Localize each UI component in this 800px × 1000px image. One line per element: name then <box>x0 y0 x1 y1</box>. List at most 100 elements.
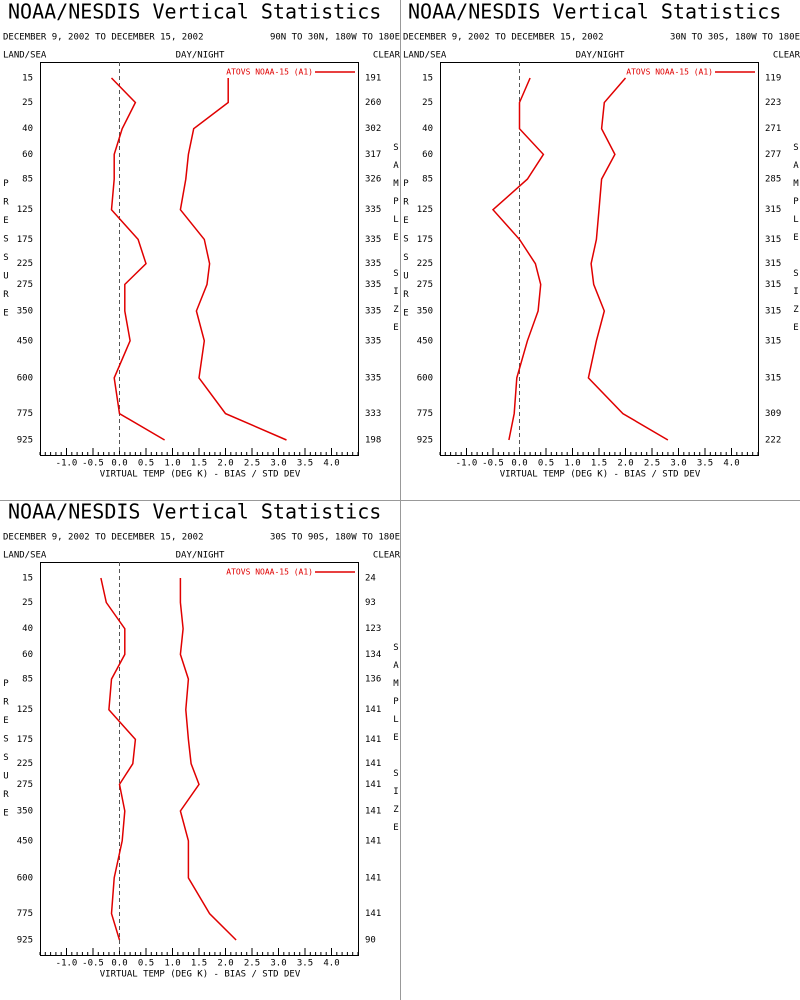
y-tick-label: 60 <box>22 150 33 160</box>
y-tick-label: 175 <box>17 235 33 245</box>
profile-line <box>110 77 165 441</box>
x-tick-label: -0.5 <box>82 459 104 469</box>
y-tick-label: 775 <box>17 409 33 419</box>
x-tick-label: 4.0 <box>723 459 739 469</box>
x-tick-label: -1.0 <box>56 959 78 969</box>
x-tick-label: 0.0 <box>111 959 127 969</box>
sample-size-label: 136 <box>365 675 381 685</box>
center-header: DAY/NIGHT <box>576 51 625 61</box>
sample-size-label: 335 <box>365 235 381 245</box>
x-tick-label: 3.0 <box>270 459 286 469</box>
y-tick-label: 775 <box>17 909 33 919</box>
y-tick-label: 450 <box>17 836 33 846</box>
sample-size-label: 302 <box>365 124 381 134</box>
sample-size-label: 141 <box>365 836 381 846</box>
panel-title: NOAA/NESDIS Vertical Statistics <box>408 0 781 24</box>
sample-size-label: 198 <box>365 436 381 446</box>
x-tick-label: 3.0 <box>270 959 286 969</box>
y-tick-label: 225 <box>17 759 33 769</box>
subtitle: DECEMBER 9, 2002 TO DECEMBER 15, 2002 <box>3 33 203 43</box>
right-header: CLEAR <box>773 51 800 61</box>
x-tick-label: 1.0 <box>164 959 180 969</box>
x-tick-label: 0.5 <box>138 459 154 469</box>
sample-size-label: 141 <box>365 873 381 883</box>
y-tick-label: 350 <box>417 306 433 316</box>
x-tick-label: 1.5 <box>591 459 607 469</box>
right-header: CLEAR <box>373 551 401 561</box>
sample-size-label: 315 <box>765 373 781 383</box>
x-tick-label: 0.0 <box>511 459 527 469</box>
plot-frame <box>440 62 759 456</box>
x-axis-label: VIRTUAL TEMP (DEG K) - BIAS / STD DEV <box>100 970 301 980</box>
y-tick-label: 275 <box>417 280 433 290</box>
x-tick-label: 2.5 <box>244 959 260 969</box>
y-tick-label: 15 <box>22 574 33 584</box>
panel-title: NOAA/NESDIS Vertical Statistics <box>8 0 381 24</box>
y-tick-label: 275 <box>17 780 33 790</box>
sample-size-label: 123 <box>365 624 381 634</box>
panel: NOAA/NESDIS Vertical Statistics DECEMBER … <box>3 500 401 980</box>
sample-size-label: 315 <box>765 336 781 346</box>
sample-size-label: 191 <box>365 74 381 84</box>
panel: NOAA/NESDIS Vertical Statistics DECEMBER … <box>3 0 401 480</box>
sample-size-label: 335 <box>365 205 381 215</box>
sample-size-label: 315 <box>765 259 781 269</box>
x-tick-label: 0.0 <box>111 459 127 469</box>
sample-size-label: 315 <box>765 280 781 290</box>
y-tick-label: 40 <box>422 124 433 134</box>
profile-line <box>100 577 137 941</box>
y-tick-label: 25 <box>22 598 33 608</box>
y-tick-label: 60 <box>422 150 433 160</box>
sample-size-label: 335 <box>365 373 381 383</box>
sample-size-label: 315 <box>765 235 781 245</box>
sample-size-label: 317 <box>365 150 381 160</box>
sample-size-label: 141 <box>365 780 381 790</box>
sample-size-label: 119 <box>765 74 781 84</box>
y-tick-label: 600 <box>17 873 33 883</box>
sample-size-label: 271 <box>765 124 781 134</box>
profile-line <box>179 78 287 441</box>
sample-size-label: 90 <box>365 936 376 946</box>
x-axis-label: VIRTUAL TEMP (DEG K) - BIAS / STD DEV <box>500 470 701 480</box>
y-tick-label: 925 <box>417 436 433 446</box>
sample-size-label: 326 <box>365 175 381 185</box>
x-tick-label: 1.0 <box>164 459 180 469</box>
y-tick-label: 85 <box>22 675 33 685</box>
x-tick-label: -0.5 <box>82 959 104 969</box>
y-tick-label: 925 <box>17 936 33 946</box>
x-tick-label: 2.0 <box>217 959 233 969</box>
panel-title: NOAA/NESDIS Vertical Statistics <box>8 500 381 524</box>
y-tick-label: 125 <box>17 705 33 715</box>
sample-size-label: 335 <box>365 336 381 346</box>
profile-line <box>587 77 669 441</box>
left-header: LAND/SEA <box>3 551 47 561</box>
y-tick-label: 40 <box>22 624 33 634</box>
x-tick-label: 3.5 <box>297 459 313 469</box>
left-header: LAND/SEA <box>3 51 47 61</box>
x-tick-label: 2.0 <box>617 459 633 469</box>
y-tick-label: 60 <box>22 650 33 660</box>
profile-line <box>179 578 237 941</box>
plot-frame <box>40 62 359 456</box>
legend-label: ATOVS NOAA-15 (A1) <box>226 568 313 577</box>
center-header: DAY/NIGHT <box>176 51 225 61</box>
x-axis-label: VIRTUAL TEMP (DEG K) - BIAS / STD DEV <box>100 470 301 480</box>
left-header: LAND/SEA <box>403 51 447 61</box>
x-tick-label: 1.0 <box>564 459 580 469</box>
legend-label: ATOVS NOAA-15 (A1) <box>226 68 313 77</box>
y-tick-label: 25 <box>22 98 33 108</box>
sample-size-label: 223 <box>765 98 781 108</box>
sample-size-label: 285 <box>765 175 781 185</box>
sample-size-label: 333 <box>365 409 381 419</box>
x-tick-label: 4.0 <box>323 459 339 469</box>
region: 90N TO 30N, 180W TO 180E <box>270 33 400 43</box>
sample-size-label: 141 <box>365 759 381 769</box>
y-tick-label: 175 <box>17 735 33 745</box>
panel: NOAA/NESDIS Vertical Statistics DECEMBER … <box>403 0 800 480</box>
y-tick-label: 225 <box>417 259 433 269</box>
